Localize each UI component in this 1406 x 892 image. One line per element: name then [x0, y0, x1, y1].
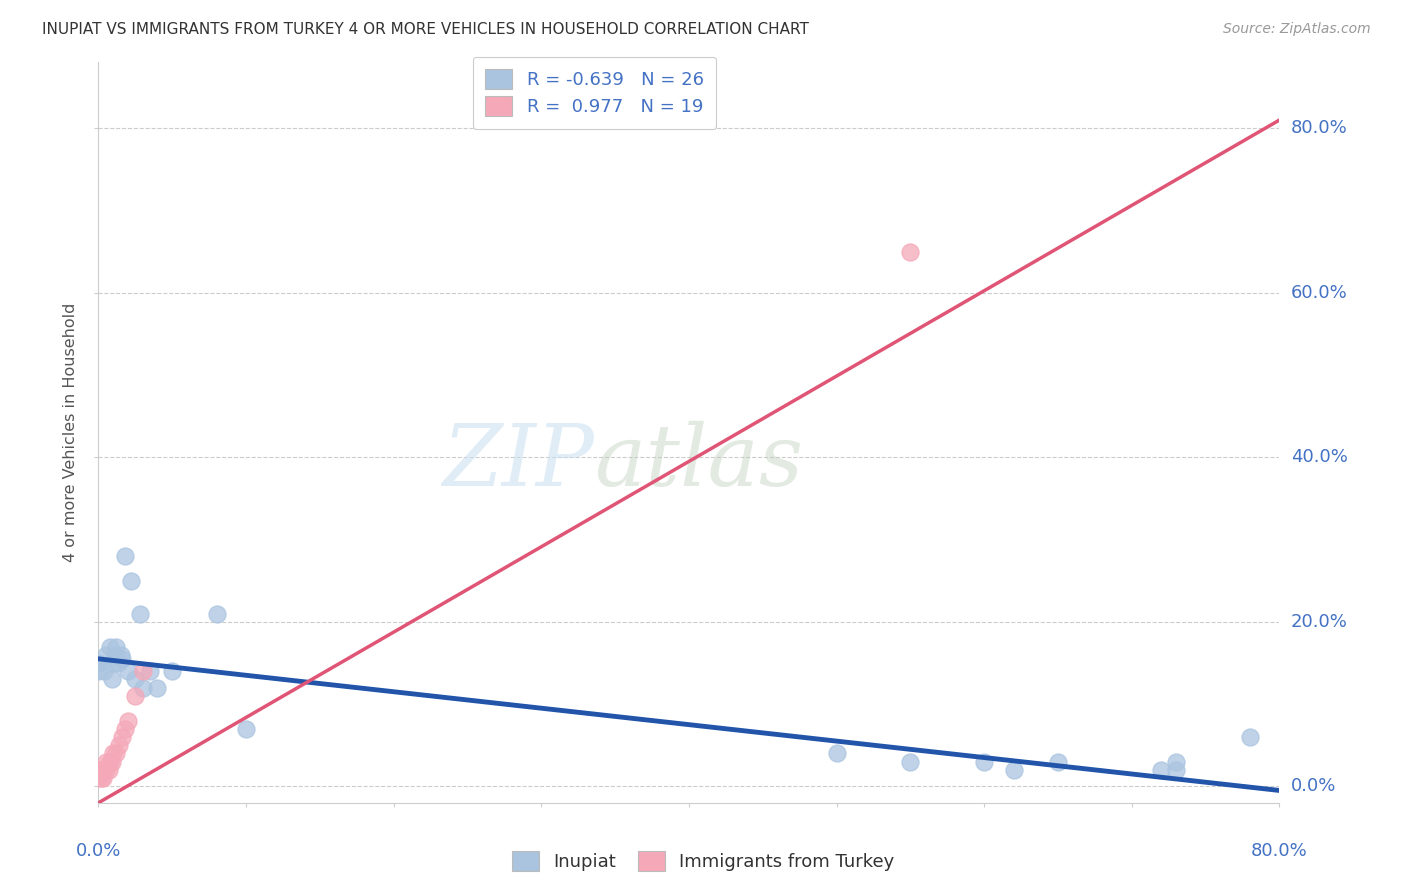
Point [91, 771, 114, 785]
Point [94, 648, 117, 662]
Point [114, 722, 136, 736]
Text: 60.0%: 60.0% [1291, 284, 1347, 301]
Text: 0.0%: 0.0% [76, 842, 121, 860]
Point [1150, 763, 1173, 777]
Point [93, 664, 115, 678]
Point [107, 656, 129, 670]
Point [205, 607, 228, 621]
Point [1166, 763, 1188, 777]
Point [973, 755, 995, 769]
Point [98, 755, 121, 769]
Point [132, 664, 155, 678]
Point [111, 730, 134, 744]
Legend: R = -0.639   N = 26, R =  0.977   N = 19: R = -0.639 N = 26, R = 0.977 N = 19 [472, 57, 717, 129]
Point [94, 755, 117, 769]
Point [100, 755, 122, 769]
Text: 80.0%: 80.0% [1291, 120, 1347, 137]
Text: atlas: atlas [595, 421, 804, 504]
Text: 20.0%: 20.0% [1291, 613, 1347, 631]
Point [162, 664, 183, 678]
Point [825, 747, 848, 761]
Point [87, 656, 110, 670]
Point [139, 664, 162, 678]
Text: 0.0%: 0.0% [1291, 777, 1336, 796]
Point [128, 607, 150, 621]
Point [146, 681, 169, 695]
Legend: Inupiat, Immigrants from Turkey: Inupiat, Immigrants from Turkey [505, 844, 901, 879]
Point [98, 640, 121, 654]
Point [120, 574, 142, 588]
Text: 80.0%: 80.0% [1251, 842, 1308, 860]
Point [117, 714, 139, 728]
Point [103, 747, 125, 761]
Point [900, 244, 922, 259]
Point [87, 763, 110, 777]
Point [124, 689, 146, 703]
Point [124, 673, 146, 687]
Point [1166, 755, 1188, 769]
Y-axis label: 4 or more Vehicles in Household: 4 or more Vehicles in Household [63, 303, 79, 562]
Point [108, 738, 131, 752]
Text: Source: ZipAtlas.com: Source: ZipAtlas.com [1223, 22, 1371, 37]
Point [1046, 755, 1070, 769]
Point [105, 640, 128, 654]
Text: INUPIAT VS IMMIGRANTS FROM TURKEY 4 OR MORE VEHICLES IN HOUSEHOLD CORRELATION CH: INUPIAT VS IMMIGRANTS FROM TURKEY 4 OR M… [42, 22, 808, 37]
Point [132, 681, 155, 695]
Point [103, 656, 125, 670]
Point [94, 763, 117, 777]
Point [1002, 763, 1025, 777]
Point [91, 763, 114, 777]
Point [87, 664, 110, 678]
Point [114, 549, 136, 563]
Point [900, 755, 922, 769]
Point [235, 722, 257, 736]
Point [87, 763, 110, 777]
Point [104, 648, 127, 662]
Point [97, 763, 120, 777]
Point [1239, 730, 1261, 744]
Point [105, 747, 128, 761]
Point [110, 648, 132, 662]
Point [117, 664, 139, 678]
Text: 40.0%: 40.0% [1291, 449, 1347, 467]
Point [111, 652, 134, 666]
Text: ZIP: ZIP [443, 421, 595, 504]
Point [87, 771, 110, 785]
Point [100, 673, 122, 687]
Point [90, 771, 112, 785]
